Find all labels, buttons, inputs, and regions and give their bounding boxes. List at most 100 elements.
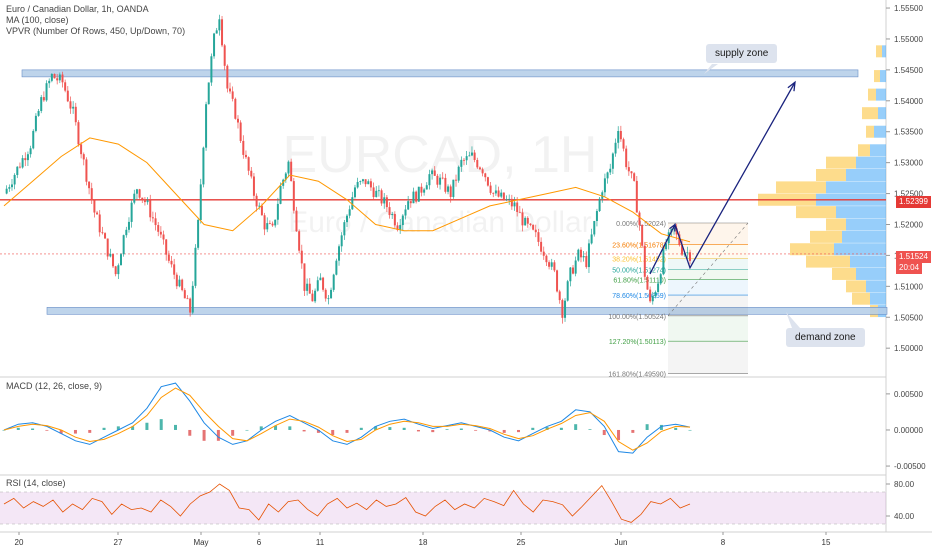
candle-body — [614, 142, 617, 154]
macd-histogram-bar — [345, 429, 349, 433]
candle-body — [61, 74, 64, 83]
candle-body — [207, 82, 210, 105]
candle-body — [399, 225, 402, 231]
supply-zone-label: supply zone — [706, 44, 778, 63]
last-price-badge: 1.51524 — [896, 251, 931, 263]
vpvr-bar-up — [880, 70, 886, 83]
candle-body — [268, 223, 271, 224]
macd-histogram-bar — [59, 429, 63, 434]
candle-body — [90, 188, 93, 201]
macd-histogram-bar — [402, 427, 406, 430]
candle-body — [279, 185, 282, 204]
candle-body — [314, 290, 317, 302]
candle-body — [391, 213, 394, 216]
supply-label-pointer — [704, 64, 718, 74]
candle-body — [130, 202, 133, 222]
time-tick-label: 11 — [316, 538, 325, 547]
macd-histogram-bar — [216, 429, 220, 441]
price-tick-label: 1.55000 — [894, 35, 923, 44]
candle-body — [369, 181, 372, 188]
vpvr-bar-down — [816, 169, 846, 182]
vpvr-bar-down — [790, 243, 834, 256]
candle-body — [178, 279, 181, 287]
candle-body — [425, 185, 428, 190]
price-tick-label: 1.54000 — [894, 97, 923, 106]
moving-average-line — [3, 137, 691, 243]
candle-body — [72, 106, 75, 109]
candle-body — [630, 171, 633, 174]
candle-body — [654, 292, 657, 297]
macd-tick-label: 0.00000 — [894, 426, 923, 435]
macd-histogram-bar — [388, 427, 392, 430]
candle-body — [681, 245, 684, 255]
candle-body — [372, 187, 375, 198]
candle-body — [585, 255, 588, 268]
legend-rsi: RSI (14, close) — [6, 478, 66, 488]
macd-histogram-bar — [331, 429, 335, 436]
candle-body — [242, 140, 245, 155]
candle-body — [197, 219, 200, 248]
candle-body — [444, 177, 447, 192]
vpvr-bar-up — [878, 107, 886, 120]
candle-body — [377, 190, 380, 192]
candle-body — [361, 179, 364, 182]
candle-body — [689, 252, 691, 261]
candle-body — [574, 260, 577, 274]
candle-body — [13, 174, 16, 185]
candle-body — [151, 217, 154, 219]
candle-body — [659, 274, 662, 284]
fib-level-label: 161.80%(1.49590) — [608, 372, 666, 379]
candle-body — [16, 166, 19, 175]
legend-ma: MA (100, close) — [6, 15, 69, 25]
vpvr-bar-up — [866, 280, 886, 293]
legend-macd: MACD (12, 26, close, 9) — [6, 381, 103, 391]
candle-body — [577, 249, 580, 261]
candle-body — [82, 154, 85, 160]
vpvr-bar-down — [846, 280, 866, 293]
candle-body — [287, 161, 290, 174]
macd-histogram-bar — [674, 427, 678, 430]
candle-body — [476, 159, 479, 168]
projection-first-arrowhead — [669, 223, 676, 232]
candle-body — [622, 139, 625, 149]
candle-body — [343, 222, 346, 236]
candle-body — [484, 173, 487, 178]
candle-body — [332, 274, 335, 290]
candle-body — [673, 228, 676, 230]
legend-vpvr: VPVR (Number Of Rows, 450, Up/Down, 70) — [6, 26, 186, 36]
macd-histogram-bar — [2, 429, 6, 431]
candle-body — [24, 158, 27, 161]
candle-body — [383, 197, 386, 204]
rsi-line — [3, 483, 691, 523]
demand-label-pointer — [786, 312, 800, 328]
candle-body — [236, 118, 239, 123]
time-badge: 20:04 — [896, 262, 923, 274]
candle-body — [98, 214, 101, 233]
vpvr-bar-down — [852, 292, 870, 305]
candle-body — [646, 276, 649, 290]
candle-body — [173, 264, 176, 275]
macd-histogram-bar — [188, 429, 192, 436]
candle-body — [353, 187, 356, 198]
candle-body — [106, 238, 109, 257]
candle-body — [284, 173, 287, 180]
fib-band — [668, 279, 748, 296]
candle-body — [250, 170, 253, 177]
macd-histogram-bar — [645, 424, 649, 430]
candle-body — [213, 33, 216, 57]
candle-body — [367, 181, 370, 185]
macd-histogram-bar — [174, 424, 177, 430]
candle-body — [117, 265, 120, 275]
macd-histogram-bar — [159, 419, 163, 430]
supply-zone — [21, 69, 859, 78]
macd-histogram-bar — [73, 429, 77, 434]
vpvr-bar-up — [870, 144, 886, 157]
candle-body — [441, 177, 444, 179]
candle-body — [138, 189, 141, 198]
candle-body — [135, 189, 138, 194]
legend-symbol: Euro / Canadian Dollar, 1h, OANDA — [6, 4, 149, 14]
candle-body — [239, 122, 242, 141]
candle-body — [295, 210, 298, 232]
macd-histogram-bar — [359, 427, 363, 430]
